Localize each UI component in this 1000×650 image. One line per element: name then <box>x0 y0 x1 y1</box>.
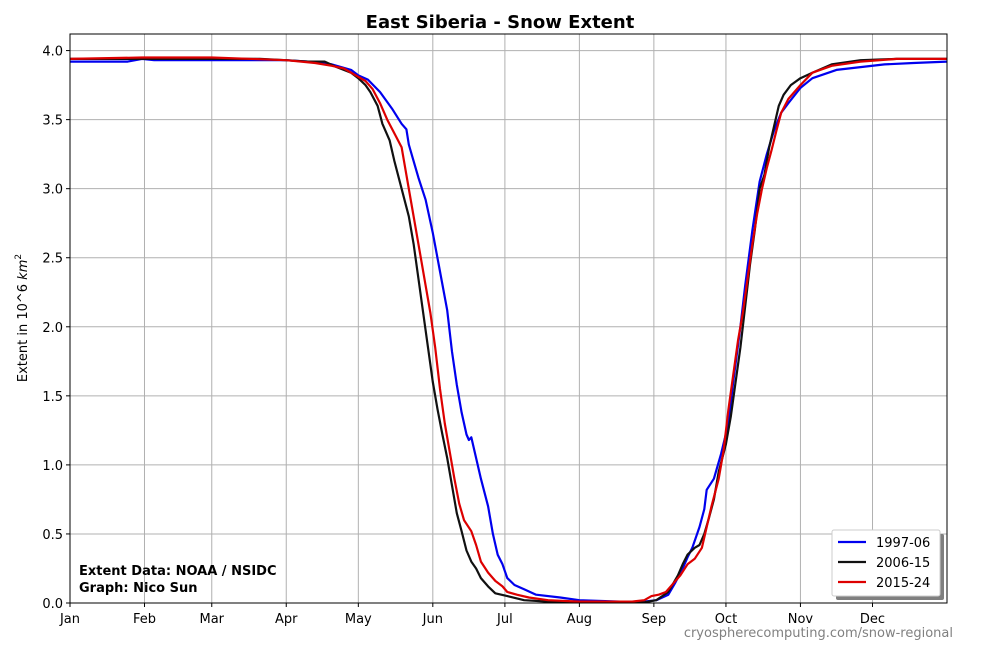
legend-box <box>831 529 941 597</box>
y-tick-label: 4.0 <box>42 45 63 60</box>
website-credit: cryospherecomputing.com/snow-regional <box>684 626 953 641</box>
grid-lines <box>69 34 947 604</box>
y-tick-label: 0.0 <box>42 597 63 612</box>
legend-label: 2015-24 <box>876 576 930 591</box>
y-tick-label: 1.5 <box>42 390 63 405</box>
series-line-2015-24 <box>69 56 947 603</box>
chart-title: East Siberia - Snow Extent <box>366 12 635 33</box>
x-tick-label: Nov <box>788 612 814 627</box>
data-source-note: Extent Data: NOAA / NSIDC <box>79 564 276 579</box>
x-tick-label: Jul <box>496 612 513 627</box>
y-axis-ticks: 0.0 0.5 1.0 1.5 2.0 2.5 3.0 3.5 4.0 <box>42 45 70 612</box>
x-tick-label: Jun <box>422 612 443 627</box>
plot-frame <box>69 33 948 604</box>
x-tick-label: Sep <box>642 612 667 627</box>
y-tick-label: 0.5 <box>42 528 63 543</box>
y-axis-label: Extent in 10^6 km2 <box>14 254 31 382</box>
legend: 1997-06 2006-15 2015-24 <box>831 529 944 600</box>
x-tick-label: Dec <box>860 612 885 627</box>
x-tick-label: Jan <box>59 612 80 627</box>
y-tick-label: 1.0 <box>42 459 63 474</box>
y-tick-label: 3.5 <box>42 114 63 129</box>
y-tick-label: 2.0 <box>42 321 63 336</box>
x-axis-ticks: Jan Feb Mar Apr May Jun Jul Aug Sep Oct Nov Dec <box>59 603 885 627</box>
x-tick-label: May <box>345 612 372 627</box>
graph-credit-note: Graph: Nico Sun <box>79 581 198 596</box>
y-tick-label: 2.5 <box>42 252 63 267</box>
legend-label: 2006-15 <box>876 556 930 571</box>
x-tick-label: Apr <box>275 612 298 627</box>
series-line-2006-15 <box>70 57 947 604</box>
x-tick-label: Mar <box>199 612 224 627</box>
x-tick-label: Feb <box>133 612 156 627</box>
x-tick-label: Oct <box>715 612 737 627</box>
series-line-1997-06 <box>70 57 948 603</box>
legend-label: 1997-06 <box>876 536 930 551</box>
series-lines <box>69 56 948 604</box>
y-tick-label: 3.0 <box>42 183 63 198</box>
x-tick-label: Aug <box>567 612 592 627</box>
